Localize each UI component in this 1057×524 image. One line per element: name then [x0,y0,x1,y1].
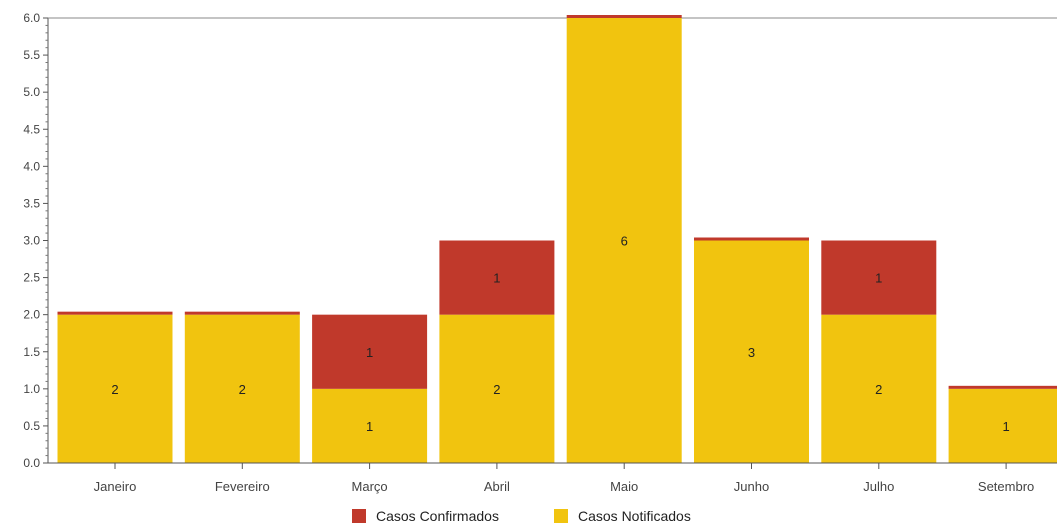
bar-segment-casos-notificados [57,314,173,463]
data-label: 2 [875,382,882,397]
y-tick-label: 3.0 [23,234,40,248]
legend-label: Casos Notificados [578,508,691,524]
bar-segment-casos-confirmados [439,240,555,315]
bar-segment-casos-confirmados [566,15,682,18]
bar-segment-casos-notificados [821,314,937,463]
data-label: 1 [366,345,373,360]
data-label: 1 [1002,419,1009,434]
y-tick-label: 4.0 [23,159,40,173]
data-label: 2 [493,382,500,397]
legend-swatch [554,509,568,523]
bar-segment-casos-notificados [566,18,682,463]
y-tick-label: 4.5 [23,122,40,136]
data-label: 1 [875,271,882,286]
data-label: 2 [239,382,246,397]
bar-segment-casos-confirmados [57,311,173,315]
y-tick-label: 2.5 [23,271,40,285]
data-label: 6 [621,234,628,249]
x-tick-label: Junho [734,479,769,494]
x-tick-label: Janeiro [94,479,137,494]
y-tick-label: 1.0 [23,382,40,396]
bar-segment-casos-confirmados [948,385,1057,389]
bar-segment-casos-notificados [694,240,809,463]
bar-segment-casos-confirmados [312,314,428,389]
y-tick-label: 5.5 [23,48,40,62]
bar-segment-casos-confirmados [184,311,300,315]
bar-labels-group: 2 2 1 1 2 1 6 3 2 1 1 [111,234,1009,434]
y-tick-label: 5.0 [23,85,40,99]
x-tick-label: Setembro [978,479,1034,494]
bars-group [57,15,1057,463]
data-label: 1 [493,271,500,286]
bar-segment-casos-notificados [312,388,428,463]
data-label: 1 [366,419,373,434]
x-tick-label: Março [352,479,388,494]
y-tick-label: 2.0 [23,308,40,322]
y-tick-label: 6.0 [23,11,40,25]
bar-segment-casos-confirmados [694,237,809,241]
bar-segment-casos-notificados [184,314,300,463]
y-axis: 0.0 0.5 1.0 1.5 2.0 2.5 3.0 3.5 4.0 4.5 5.0 5.5 6.0 [23,11,1057,470]
y-tick-label: 3.5 [23,196,40,210]
x-tick-label: Maio [610,479,638,494]
legend-swatch [352,509,366,523]
legend: Casos Confirmados Casos Notificados [352,508,691,524]
bar-segment-casos-confirmados [821,240,937,315]
legend-label: Casos Confirmados [376,508,499,524]
x-axis: Janeiro Fevereiro Março Abril Maio Junho Julho… [48,462,1057,494]
bar-segment-casos-notificados [948,388,1057,463]
data-label: 3 [748,345,755,360]
x-tick-label: Abril [484,479,510,494]
data-label: 2 [111,382,118,397]
y-tick-label: 0.0 [23,456,40,470]
y-tick-label: 1.5 [23,345,40,359]
y-tick-label: 0.5 [23,419,40,433]
bar-segment-casos-notificados [439,314,555,463]
x-tick-label: Fevereiro [215,479,270,494]
x-tick-label: Julho [863,479,894,494]
